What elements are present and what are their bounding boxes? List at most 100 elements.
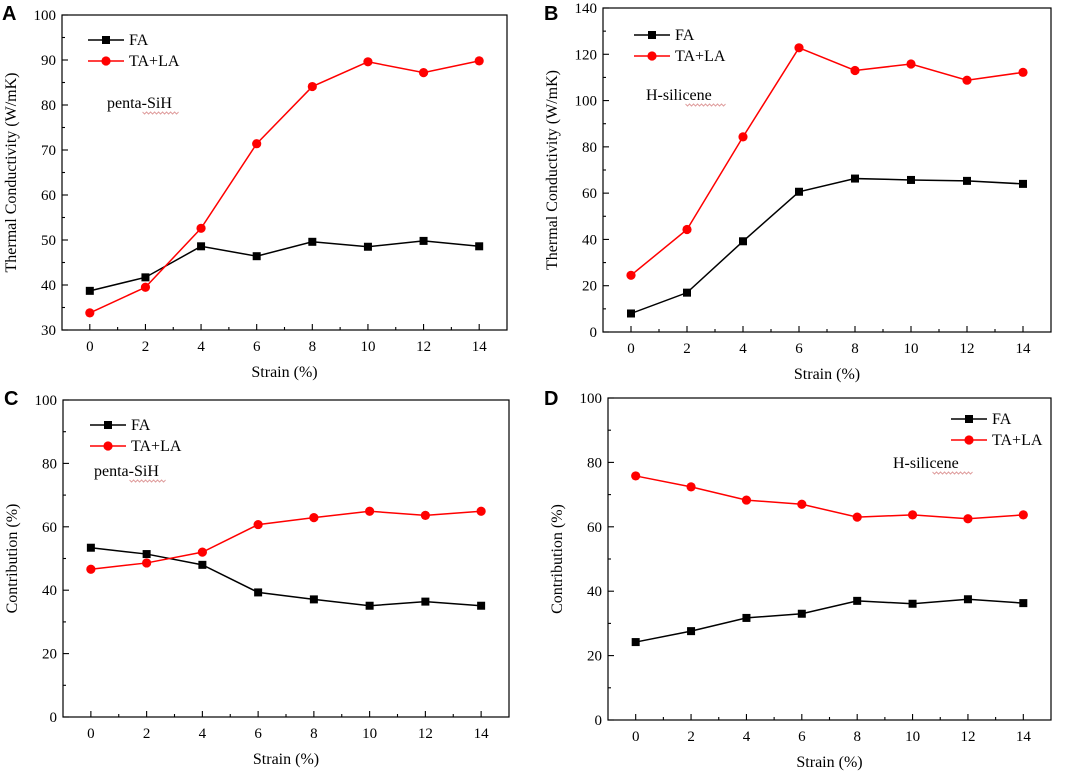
data-point <box>254 588 263 597</box>
y-tick-label: 80 <box>582 140 597 156</box>
series-ta-la <box>626 43 1028 280</box>
plot-frame <box>62 399 510 718</box>
legend: FA TA+LA <box>88 32 180 70</box>
x-tick-label: 0 <box>627 341 635 357</box>
panel-letter: D <box>544 388 558 410</box>
x-tick-label: 0 <box>87 726 95 742</box>
y-tick-label: 80 <box>41 98 56 114</box>
data-point <box>142 558 152 568</box>
legend-label: FA <box>131 417 151 434</box>
data-point <box>687 627 696 636</box>
y-tick-label: 60 <box>587 520 602 536</box>
x-tick-label: 8 <box>851 341 859 357</box>
x-tick-label: 14 <box>472 339 488 355</box>
spellcheck-squiggle <box>129 479 166 483</box>
data-point <box>1019 179 1027 188</box>
material-label: H-silicene <box>646 87 712 104</box>
legend: FA TA+LA <box>951 411 1043 449</box>
x-tick-label: 12 <box>960 341 975 357</box>
y-tick-label: 50 <box>41 233 56 249</box>
x-tick-label: 14 <box>1016 729 1032 745</box>
data-point <box>363 57 373 67</box>
data-point <box>198 560 207 569</box>
data-point <box>631 471 641 481</box>
x-tick-label: 10 <box>904 341 919 357</box>
legend-marker <box>965 415 973 423</box>
data-point <box>739 237 747 246</box>
legend-marker <box>964 435 974 445</box>
x-axis-title: Strain (%) <box>253 751 319 768</box>
x-tick-label: 8 <box>853 729 861 745</box>
x-tick-label: 6 <box>253 339 261 355</box>
series-ta-la <box>85 56 484 318</box>
panel-d: 0 2 4 6 8 10 12 14 0 20 40 60 80 100 Strain (%) Contrib… <box>544 388 1052 771</box>
legend-label: FA <box>675 27 695 44</box>
data-point <box>1019 599 1028 608</box>
data-point <box>141 273 150 282</box>
data-point <box>907 510 918 520</box>
x-axis-title: Strain (%) <box>796 754 862 771</box>
y-tick-label: 100 <box>34 8 57 24</box>
y-tick-label: 60 <box>42 520 57 536</box>
spellcheck-squiggle <box>142 111 179 115</box>
x-tick-label: 6 <box>795 341 803 357</box>
series-line <box>89 240 480 292</box>
y-tick-label: 100 <box>575 94 598 110</box>
series-line <box>630 46 1024 276</box>
legend-marker <box>102 36 110 44</box>
legend-marker <box>647 51 657 61</box>
legend-label: TA+LA <box>131 438 182 455</box>
data-point <box>418 68 429 78</box>
plot-frame <box>607 397 1052 721</box>
x-tick-label: 2 <box>687 729 695 745</box>
spellcheck-squiggle <box>932 471 973 475</box>
y-tick-label: 60 <box>582 186 597 202</box>
x-axis-title: Strain (%) <box>251 364 317 381</box>
data-point <box>627 309 635 318</box>
data-point <box>906 59 916 69</box>
material-label: penta-SiH <box>107 95 172 112</box>
material-label: H-silicene <box>893 455 959 472</box>
data-point <box>851 174 859 183</box>
x-tick-label: 2 <box>683 341 691 357</box>
x-tick-label: 10 <box>362 726 377 742</box>
data-point <box>309 513 319 523</box>
x-axis-title: Strain (%) <box>794 366 860 383</box>
legend: FA TA+LA <box>90 417 182 455</box>
y-tick-label: 100 <box>35 393 58 409</box>
data-point <box>741 495 752 505</box>
data-point <box>308 237 317 246</box>
series-ta-la <box>631 471 1028 524</box>
series-ta-la <box>86 506 486 574</box>
y-axis-title: Contribution (%) <box>549 504 566 614</box>
y-tick-label: 90 <box>41 53 56 69</box>
x-tick-label: 10 <box>360 339 375 355</box>
spellcheck-squiggle <box>685 103 726 107</box>
legend-marker <box>104 421 112 429</box>
legend-label: TA+LA <box>992 432 1043 449</box>
y-axis-title: Thermal Conductivity (W/mK) <box>544 70 561 270</box>
data-point <box>363 242 372 251</box>
x-tick-label: 14 <box>1016 341 1032 357</box>
panel-letter: C <box>4 388 18 410</box>
series-line <box>630 177 1024 315</box>
x-tick-label: 4 <box>199 726 207 742</box>
x-tick-label: 12 <box>418 726 433 742</box>
y-axis-title: Thermal Conductivity (W/mK) <box>3 73 20 273</box>
data-point <box>420 510 430 520</box>
data-point <box>196 223 206 233</box>
panel-letter: A <box>2 3 16 25</box>
panel-letter: B <box>544 3 558 25</box>
data-point <box>419 236 428 245</box>
y-tick-label: 40 <box>582 232 597 248</box>
x-tick-label: 6 <box>254 726 262 742</box>
series-line <box>635 475 1024 520</box>
data-point <box>962 75 972 85</box>
y-tick-label: 40 <box>41 278 56 294</box>
y-tick-label: 20 <box>582 279 597 295</box>
x-tick-label: 10 <box>905 729 920 745</box>
legend-label: FA <box>129 32 149 49</box>
data-point <box>85 308 95 318</box>
